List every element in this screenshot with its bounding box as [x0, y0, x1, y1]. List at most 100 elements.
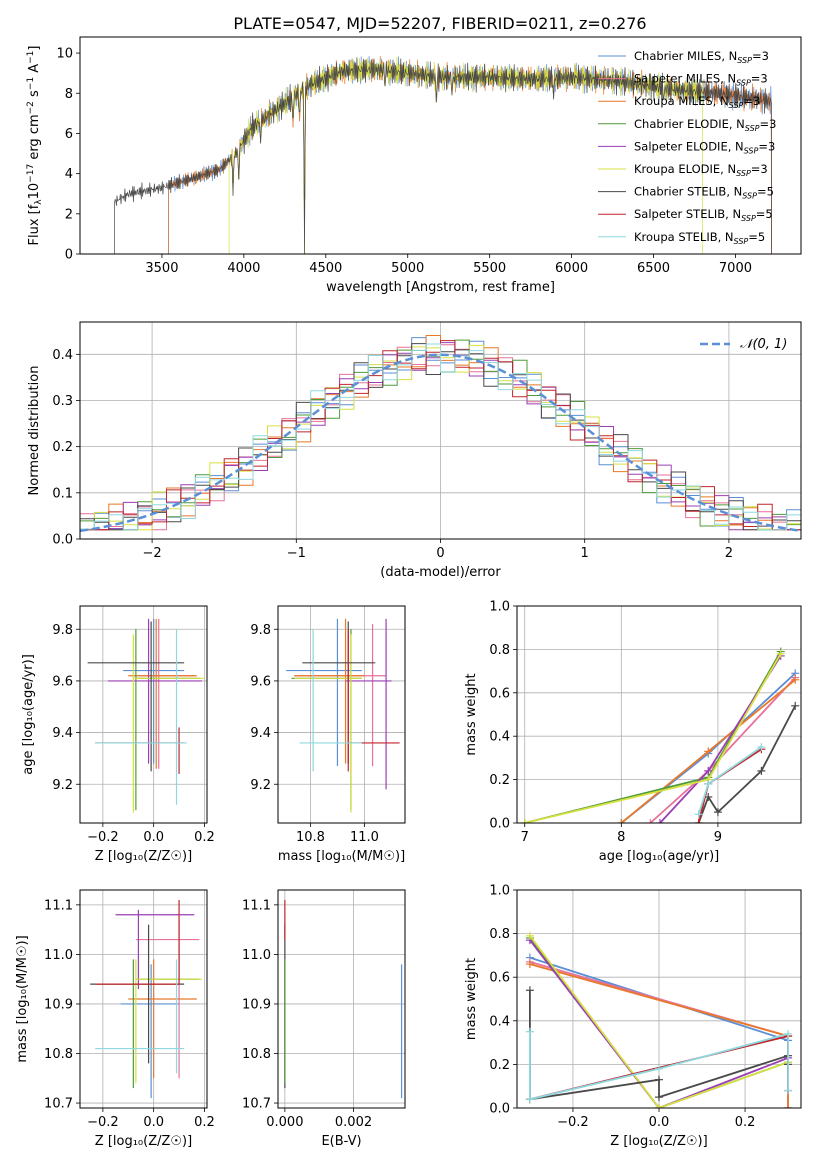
mass_vs_Z-plot-area — [90, 899, 202, 1099]
panels: 3500 4000 4500 5000 5500 6000 6500 70000246810w… — [15, 36, 802, 1149]
mass_weight_vs_age-panel: 7 8 9 0.0 0.2 0.4 0.6 0.8 1.0 age [log₁₀(age/yr)]… — [464, 600, 802, 864]
x-tick-label: 10.8 — [296, 830, 325, 845]
data-marker — [713, 808, 722, 817]
errorbar-point — [95, 899, 180, 985]
errorbar-point — [115, 909, 195, 990]
mass_weight_vs_Z-xlabel: Z [log₁₀(Z/Z☉)] — [610, 1134, 707, 1149]
age_vs_Z-panel: −0.2 0.0 0.2 9.2 9.4 9.6 9.8 Z [log₁₀(Z/Z☉)] age… — [21, 605, 215, 864]
residuals-frame — [79, 321, 802, 540]
x-tick-label: 2 — [725, 546, 733, 561]
data-marker — [704, 779, 713, 788]
residuals-panel: −2 −1 0 1 2 0.0 0.1 0.2 0.3 0.4 (data-model)/error… — [27, 321, 802, 580]
y-tick-label: 9.4 — [52, 726, 73, 741]
spectrum-series — [114, 57, 772, 254]
legend-entry: Kroupa ELODIE, NSSP=3 — [634, 162, 768, 178]
x-tick-label: −2 — [143, 546, 162, 561]
data-marker — [525, 931, 534, 940]
x-tick-label: 0.0 — [649, 1115, 670, 1130]
errorbar-point — [135, 959, 202, 1084]
data-marker — [646, 819, 655, 823]
x-tick-label: 7 — [521, 830, 529, 845]
x-tick-label: 7000 — [719, 261, 752, 276]
x-tick-label: 0.0 — [143, 1115, 164, 1130]
data-marker — [784, 1104, 793, 1108]
mass_weight_vs_Z-panel: −0.2 0.0 0.2 0.0 0.2 0.4 0.6 0.8 1.0 Z [log₁₀(Z/Z… — [464, 884, 802, 1149]
data-marker — [525, 960, 534, 969]
legend-entry: Chabrier MILES, NSSP=3 — [634, 49, 769, 65]
figure-title: PLATE=0547, MJD=52207, FIBERID=0211, z=0… — [233, 14, 646, 33]
x-tick-label: 3500 — [145, 261, 178, 276]
x-tick-label: −0.2 — [557, 1115, 589, 1130]
y-tick-label: 9.2 — [250, 778, 271, 793]
y-tick-label: 6 — [65, 127, 73, 142]
y-tick-label: 0.4 — [489, 730, 510, 745]
mass_vs_ebv-frame — [277, 889, 406, 1109]
data-marker — [784, 1086, 793, 1095]
y-tick-label: 9.6 — [250, 674, 271, 689]
x-tick-label: 0.2 — [194, 830, 215, 845]
spectrum-legend: Chabrier MILES, NSSP=3 Salpeter MILES, NS… — [598, 49, 776, 246]
age_vs_Z-plot-area — [87, 618, 205, 813]
data-marker — [525, 1095, 534, 1104]
y-tick-label: 0.0 — [489, 817, 510, 832]
legend-entry: Chabrier ELODIE, NSSP=3 — [634, 117, 776, 133]
y-tick-label: 0.2 — [489, 773, 510, 788]
data-marker — [757, 743, 766, 752]
legend-entry: Salpeter MILES, NSSP=3 — [634, 72, 768, 88]
y-tick-label: 10.9 — [44, 997, 73, 1012]
errorbar-point — [294, 634, 362, 813]
data-marker — [694, 819, 703, 823]
x-tick-label: 4500 — [309, 261, 342, 276]
legend-entry: 𝒩(0, 1) — [740, 337, 787, 352]
y-axis-label: age [log₁₀(age/yr)] — [21, 654, 36, 775]
age_vs_Z-xlabel: Z [log₁₀(Z/Z☉)] — [95, 849, 192, 864]
legend-entry: Kroupa MILES, NSSP=3 — [634, 94, 760, 110]
x-tick-label: 4000 — [227, 261, 260, 276]
legend-entry: Kroupa STELIB, NSSP=5 — [634, 230, 765, 246]
y-tick-label: 11.0 — [242, 948, 271, 963]
errorbar-point — [345, 618, 392, 790]
y-axis-label: mass weight — [464, 673, 479, 755]
mass_vs_Z-frame — [79, 889, 208, 1109]
data-marker — [704, 766, 713, 775]
errorbar-point — [299, 629, 362, 772]
legend-entry: Salpeter STELIB, NSSP=5 — [634, 207, 773, 223]
normal-reference-curve — [80, 353, 801, 533]
legend-entry: Salpeter ELODIE, NSSP=3 — [634, 139, 775, 155]
spectrum-panel: 3500 4000 4500 5000 5500 6000 6500 7000 0 2 4 6 8 10 w… — [26, 36, 802, 295]
data-marker — [776, 649, 785, 658]
mass_vs_Z-xlabel: Z [log₁₀(Z/Z☉)] — [95, 1134, 192, 1149]
y-tick-label: 11.1 — [44, 898, 73, 913]
y-tick-label: 8 — [65, 87, 73, 102]
errorbar-point — [87, 621, 185, 772]
errorbar-point — [128, 618, 197, 769]
mass-weight-series — [529, 935, 789, 1108]
data-marker — [704, 747, 713, 756]
data-marker — [525, 986, 534, 995]
x-tick-label: 11.0 — [350, 830, 379, 845]
x-tick-label: 8 — [617, 830, 625, 845]
spectrum-xlabel: wavelength [Angstrom, rest frame] — [326, 280, 555, 295]
y-tick-label: 0.0 — [489, 1102, 510, 1117]
errorbar-point — [286, 618, 362, 767]
y-tick-label: 10.8 — [44, 1047, 73, 1062]
data-marker — [791, 701, 800, 710]
x-tick-label: 9 — [714, 830, 722, 845]
errorbar-point — [132, 634, 205, 813]
y-tick-label: 0.6 — [489, 971, 510, 986]
x-tick-label: 0 — [436, 546, 444, 561]
data-marker — [655, 1104, 663, 1108]
y-tick-label: 0.2 — [489, 1058, 510, 1073]
data-marker — [525, 1027, 534, 1036]
age_vs_mass-xlabel: mass [log₁₀(M/M☉)] — [278, 849, 405, 864]
y-tick-label: 0 — [65, 248, 73, 263]
x-tick-label: −0.2 — [87, 1115, 119, 1130]
y-tick-label: 1.0 — [489, 600, 510, 615]
x-tick-label: 6500 — [637, 261, 670, 276]
data-marker — [520, 819, 529, 823]
data-marker — [784, 1029, 793, 1038]
y-tick-label: 1.0 — [489, 884, 510, 899]
x-tick-label: 0.002 — [335, 1115, 372, 1130]
y-tick-label: 9.4 — [250, 726, 271, 741]
